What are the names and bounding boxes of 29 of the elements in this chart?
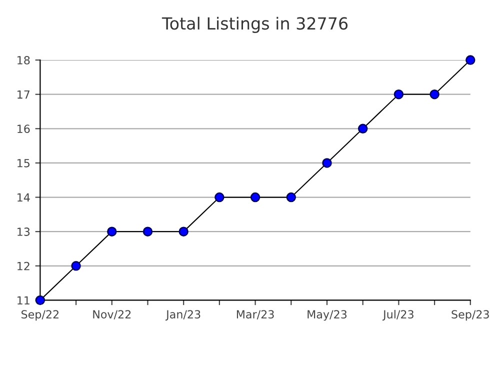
point xyxy=(214,192,224,202)
y-tick-label: 16 xyxy=(18,124,30,134)
point xyxy=(358,124,368,134)
chart-title: Total Listings in 32776 xyxy=(162,16,348,33)
y-tick-label: 12 xyxy=(18,262,30,270)
point xyxy=(250,192,260,202)
point xyxy=(107,226,117,236)
x-tick-label: Sep/22 xyxy=(22,310,58,321)
x-tick-label: Jul/23 xyxy=(382,310,414,321)
x-tick-label: Sep/23 xyxy=(452,310,489,321)
point xyxy=(178,226,188,236)
point xyxy=(71,261,81,271)
y-tick-label: 18 xyxy=(18,56,30,64)
x-tick-label: Jan/23 xyxy=(166,310,200,321)
point xyxy=(35,295,46,306)
y-tick-label: 14 xyxy=(18,193,30,202)
point xyxy=(322,158,332,168)
y-tick-label: 13 xyxy=(18,228,30,236)
point xyxy=(286,192,296,202)
point xyxy=(142,226,153,236)
point xyxy=(394,89,404,100)
x-tick-label: Mar/23 xyxy=(236,310,274,320)
x-tick-label: May/23 xyxy=(308,310,347,321)
y-tick-label: 15 xyxy=(18,159,30,168)
y-tick-label: 11 xyxy=(18,296,30,304)
point xyxy=(430,89,440,100)
point xyxy=(466,55,476,65)
x-tick-label: Nov/22 xyxy=(93,310,131,320)
y-tick-label: 17 xyxy=(18,90,30,99)
